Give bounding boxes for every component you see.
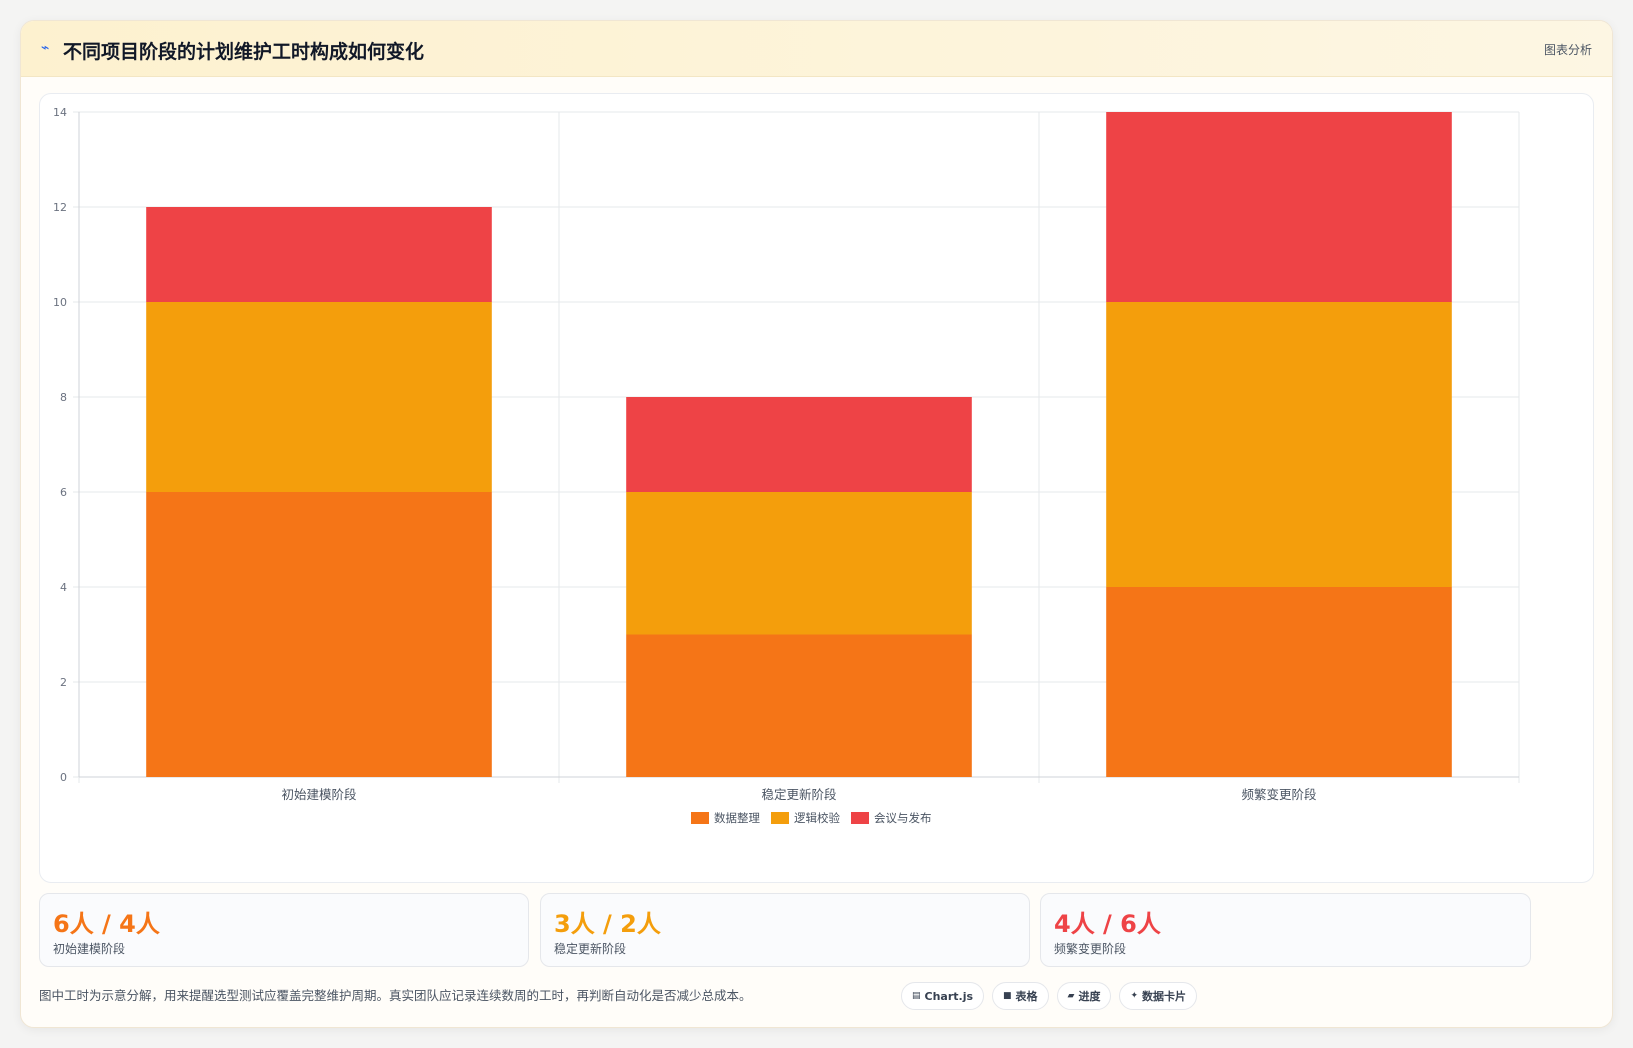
y-tick-label: 10 — [53, 296, 67, 309]
chart-icon: ▤ — [912, 991, 921, 1001]
bar-segment — [146, 492, 492, 777]
chart-card: ⌁ 不同项目阶段的计划维护工时构成如何变化 图表分析 0 2 4 6 8 10 12 14 初始… — [20, 20, 1613, 1028]
bar-segment — [146, 302, 492, 492]
page-title: 不同项目阶段的计划维护工时构成如何变化 — [63, 41, 425, 63]
chart-panel: 0 2 4 6 8 10 12 14 初始建模阶段 稳定更新阶段 频繁变更阶段数据整理 逻辑校验 会议与… — [39, 93, 1594, 883]
pill-progress[interactable]: ▰ 进度 — [1056, 982, 1112, 1010]
stat-value: 6人 / 4人 — [53, 910, 160, 938]
progress-icon: ▰ — [1067, 991, 1075, 1001]
pill-data-card[interactable]: ✦ 数据卡片 — [1119, 982, 1198, 1010]
pill-label: 数据卡片 — [1142, 990, 1187, 1003]
stat-card-stable: 3人 / 2人 稳定更新阶段 — [540, 893, 1030, 967]
header-tag: 图表分析 — [1543, 43, 1592, 57]
pill-chartjs[interactable]: ▤ Chart.js — [901, 982, 985, 1010]
legend-swatch — [851, 812, 869, 824]
legend-label: 逻辑校验 — [794, 811, 840, 825]
card-header: ⌁ 不同项目阶段的计划维护工时构成如何变化 图表分析 — [21, 21, 1612, 77]
stat-label: 频繁变更阶段 — [1054, 942, 1127, 956]
bar-segment — [626, 492, 972, 635]
table-icon: ■ — [1003, 991, 1012, 1001]
pill-label: 表格 — [1015, 990, 1038, 1003]
x-tick-label: 稳定更新阶段 — [761, 787, 836, 802]
pill-label: Chart.js — [924, 989, 974, 1003]
pill-label: 进度 — [1078, 990, 1101, 1003]
stat-value: 4人 / 6人 — [1054, 910, 1161, 938]
stat-value: 3人 / 2人 — [554, 910, 661, 938]
bar-segment — [1106, 112, 1452, 302]
view-switcher: ▤ Chart.js ■ 表格 ▰ 进度 ✦ 数据卡片 — [901, 982, 1198, 1010]
bar-segment — [626, 634, 972, 777]
pulse-icon: ⌁ — [41, 40, 50, 56]
stat-card-frequent: 4人 / 6人 频繁变更阶段 — [1040, 893, 1531, 967]
pill-table[interactable]: ■ 表格 — [992, 982, 1049, 1010]
y-tick-label: 2 — [60, 676, 67, 689]
y-tick-label: 6 — [60, 486, 67, 499]
y-tick-label: 8 — [60, 391, 67, 404]
bar-segment — [626, 397, 972, 492]
legend-swatch — [691, 812, 709, 824]
footer-note: 图中工时为示意分解，用来提醒选型测试应覆盖完整维护周期。真实团队应记录连续数周的… — [39, 988, 752, 1003]
sparkle-icon: ✦ — [1130, 991, 1139, 1001]
x-tick-label: 初始建模阶段 — [281, 787, 356, 802]
bar-segment — [1106, 587, 1452, 777]
legend-label: 会议与发布 — [874, 811, 932, 825]
x-tick-label: 频繁变更阶段 — [1241, 787, 1316, 802]
bar-segment — [146, 207, 492, 302]
y-tick-label: 14 — [53, 106, 67, 119]
y-tick-label: 0 — [60, 771, 67, 784]
bar-segment — [1106, 302, 1452, 587]
y-tick-label: 4 — [60, 581, 67, 594]
legend-swatch — [771, 812, 789, 824]
stat-label: 初始建模阶段 — [53, 942, 126, 956]
stat-card-initial: 6人 / 4人 初始建模阶段 — [39, 893, 529, 967]
y-tick-label: 12 — [53, 201, 67, 214]
stat-label: 稳定更新阶段 — [554, 942, 627, 956]
legend-label: 数据整理 — [714, 811, 760, 825]
